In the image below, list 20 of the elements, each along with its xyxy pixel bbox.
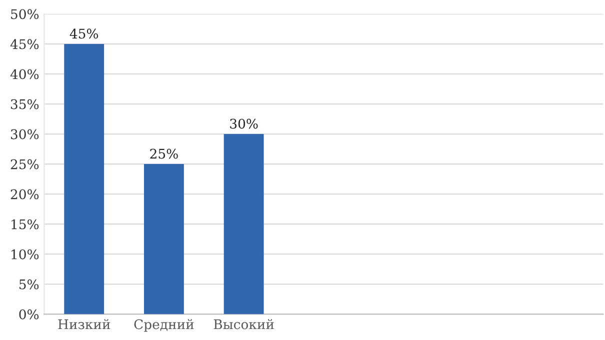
y-tick-label: 45% [10, 39, 39, 50]
y-tick-label: 10% [12, 249, 39, 260]
y-tick-label: 20% [10, 189, 39, 200]
y-tick-label: 50% [11, 9, 39, 20]
y-tick-label: 35% [10, 99, 39, 110]
bar [224, 134, 264, 314]
data-label: 45% [70, 28, 98, 39]
y-tick-label: 0% [19, 309, 39, 320]
y-tick-label: 30% [10, 129, 39, 140]
y-tick-label: 40% [10, 69, 39, 80]
data-label: 25% [150, 148, 178, 159]
y-tick-label: 15% [12, 219, 39, 230]
y-tick-label: 5% [19, 279, 39, 290]
x-tick-label: Высокий [214, 319, 274, 330]
bar [64, 44, 104, 314]
x-tick-label: Низкий [58, 319, 110, 330]
data-label: 30% [230, 118, 258, 129]
y-tick-label: 25% [10, 159, 39, 170]
x-tick-label: Средний [134, 319, 194, 332]
bar [144, 164, 184, 314]
